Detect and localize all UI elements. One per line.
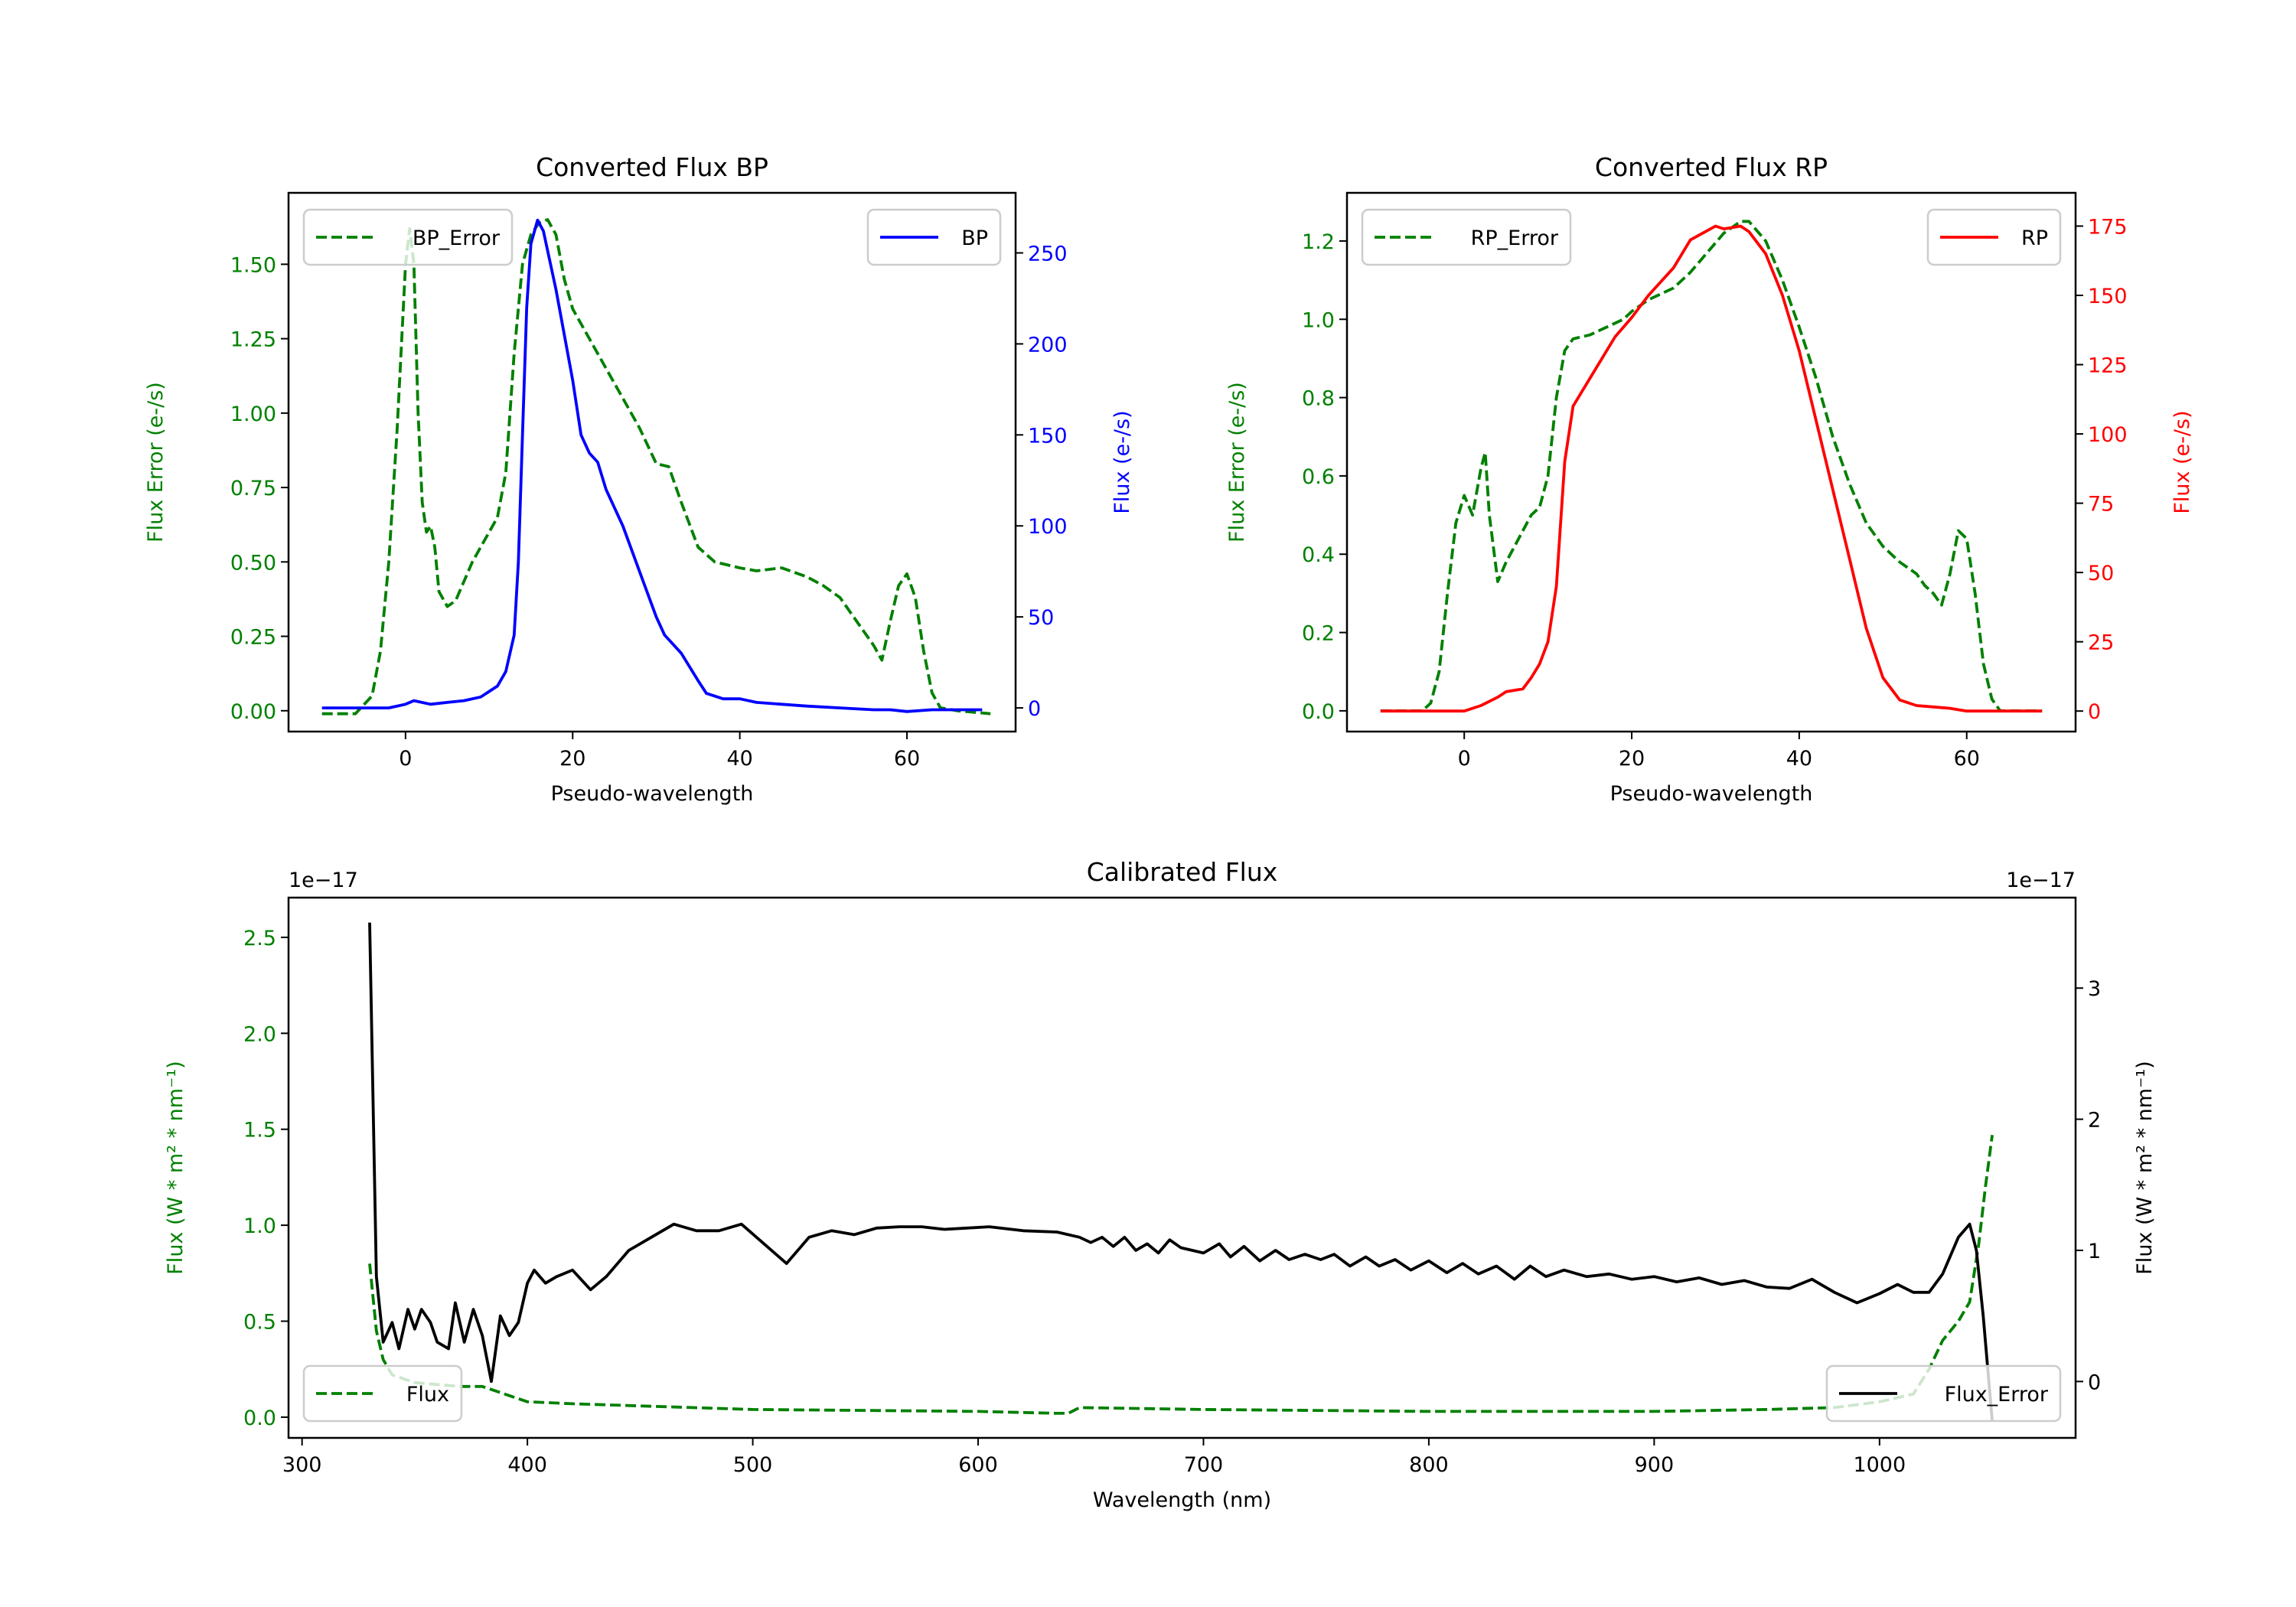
y-left-tick-label: 0.4 [1302,543,1335,567]
x-tick-label: 60 [1954,747,1980,771]
y-left-tick-label: 0.0 [243,1407,276,1430]
legend-flux-error: Flux [302,1364,463,1423]
y-left-axis-label: Flux Error (e-/s) [144,382,168,543]
series-line-bp [321,218,983,713]
legend-box [302,208,514,266]
y-left-tick-label: 2.5 [243,927,276,950]
legend-label: BP_Error [413,227,501,250]
y-left-tick-label: 0.8 [1302,387,1335,411]
legend-bp-error: BP_Error [302,208,514,266]
y-right-tick-label: 2 [2088,1109,2101,1133]
y-left-axis-label: Flux Error (e-/s) [1225,382,1249,543]
y-left-tick-label: 1.2 [1302,230,1335,254]
y-left-tick-label: 0.6 [1302,465,1335,489]
y-left-tick-label: 0.75 [230,477,276,500]
axes-frame [287,191,1017,733]
rp-converted-flux-panel: 0 20 40 60 0.0 0.2 0.4 0.6 0.8 1.0 1.2 0 25 50 75 100 12… [1225,152,2194,806]
y-right-tick-label: 200 [1028,333,1068,357]
y-right-tick-label: 75 [2088,493,2114,517]
y-right-axis-label: Flux (e-/s) [1110,410,1134,513]
calibrated-flux-panel: 300 400 500 600 700 800 900 1000 0.0 0.5 1.0 1.5 2.0… [164,857,2157,1512]
x-tick-label: 20 [559,747,585,771]
chart-title: Converted Flux RP [1595,152,1828,182]
y-right-axis-label: Flux (e-/s) [2170,410,2194,513]
y-left-tick-label: 0.5 [243,1311,276,1335]
legend-box [302,1364,463,1423]
y-right-tick-label: 125 [2088,354,2128,378]
legend-rp-error: RP_Error [1361,208,1572,266]
x-tick-label: 60 [894,747,920,771]
y-left-axis-label: Flux (W * m² * nm⁻¹) [164,1061,188,1274]
axes-frame [287,896,2077,1439]
y-right-axis-label: Flux (W * m² * nm⁻¹) [2133,1061,2157,1274]
x-tick-label: 300 [282,1453,322,1477]
x-axis-label: Pseudo-wavelength [551,782,754,806]
legend-box [1825,1364,2062,1423]
y-right-tick-label: 50 [1028,606,1054,630]
y-left-tick-label: 1.25 [230,328,276,352]
bp-converted-flux-panel: 0 20 40 60 0.00 0.25 0.50 0.75 1.00 1.25 1.50 0 50 10… [144,152,1134,806]
y-left-tick-label: 1.50 [230,253,276,277]
series-line-flux [368,922,1994,1421]
legend-bp: BP [866,208,1002,266]
y-right-tick-label: 0 [2088,700,2101,724]
y-left-tick-label: 0.25 [230,626,276,650]
legend-flux: Flux_Error [1825,1364,2062,1423]
y-right-offset-text: 1e−17 [2006,869,2076,892]
x-tick-label: 700 [1184,1453,1224,1477]
x-tick-label: 20 [1619,747,1645,771]
y-left-tick-label: 0.2 [1302,622,1335,646]
y-right-tick-label: 175 [2088,215,2128,239]
x-tick-label: 0 [1458,747,1471,771]
y-right-tick-label: 3 [2088,977,2101,1001]
chart-title: Converted Flux BP [536,152,768,182]
y-left-offset-text: 1e−17 [289,869,358,892]
series-line-rp [1380,224,2043,713]
x-tick-label: 400 [507,1453,547,1477]
y-left-tick-label: 0.00 [230,700,276,724]
x-tick-label: 900 [1635,1453,1675,1477]
series-line-rp-error [1380,220,2043,712]
y-right-tick-label: 25 [2088,631,2114,655]
y-right-tick-label: 100 [1028,515,1068,539]
y-left-tick-label: 1.0 [243,1214,276,1238]
x-tick-label: 600 [958,1453,998,1477]
legend-label: Flux_Error [1945,1383,2049,1407]
y-left-tick-label: 1.5 [243,1119,276,1143]
y-right-tick-label: 250 [1028,242,1068,266]
legend-box [1361,208,1572,266]
legend-rp: RP [1926,208,2062,266]
legend-label: BP [961,227,988,250]
x-tick-label: 500 [733,1453,773,1477]
x-tick-label: 0 [399,747,412,771]
x-tick-label: 40 [1786,747,1812,771]
y-right-tick-label: 100 [2088,423,2128,447]
y-left-tick-label: 1.00 [230,403,276,426]
y-right-tick-label: 50 [2088,562,2114,585]
y-right-tick-label: 0 [2088,1371,2101,1394]
x-axis-label: Pseudo-wavelength [1610,782,1813,806]
x-tick-label: 40 [726,747,752,771]
chart-title: Calibrated Flux [1087,857,1278,887]
y-right-tick-label: 150 [1028,424,1068,448]
legend-label: RP_Error [1471,227,1559,250]
y-right-tick-label: 0 [1028,697,1041,721]
y-left-tick-label: 1.0 [1302,308,1335,332]
y-left-tick-label: 2.0 [243,1022,276,1046]
x-tick-label: 1000 [1853,1453,1906,1477]
legend-label: RP [2021,227,2048,250]
legend-label: Flux [406,1383,449,1407]
x-tick-label: 800 [1409,1453,1449,1477]
y-left-tick-label: 0.50 [230,551,276,575]
y-right-tick-label: 150 [2088,285,2128,308]
x-axis-label: Wavelength (nm) [1093,1488,1271,1512]
y-left-tick-label: 0.0 [1302,700,1335,724]
series-line-bp-error [321,218,991,715]
y-right-tick-label: 1 [2088,1240,2101,1263]
axes-frame [1345,191,2077,733]
